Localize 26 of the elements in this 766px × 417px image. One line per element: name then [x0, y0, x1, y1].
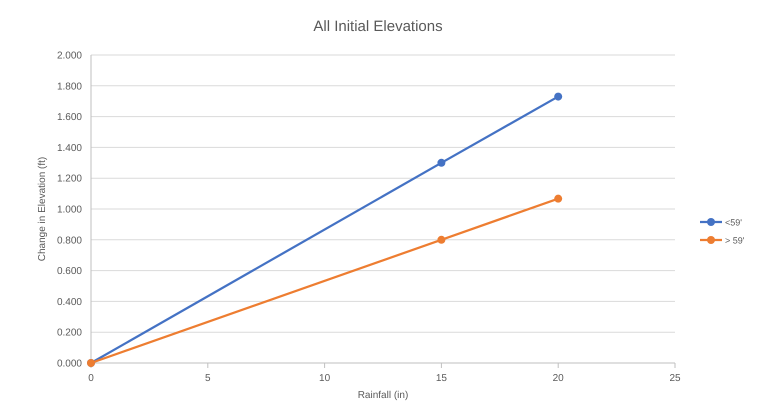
y-tick-label: 0.600 [56, 266, 82, 278]
x-axis-title: Rainfall (in) [358, 390, 408, 401]
y-tick-label: 1.800 [56, 81, 82, 92]
point [437, 158, 446, 167]
y-tick-label: 0.400 [56, 296, 82, 308]
y-tick-label: 0.800 [56, 235, 82, 246]
legend-label: > 59' [725, 236, 745, 246]
x-tick-label: 10 [319, 373, 331, 384]
y-tick-label: 1.000 [56, 204, 82, 216]
y-tick-label: 1.600 [56, 112, 82, 124]
x-tick-label: 15 [436, 373, 448, 384]
legend-label: <59' [725, 218, 742, 228]
y-tick-label: 0.000 [56, 358, 82, 370]
y-axis-title: Change in Elevation (ft) [37, 156, 48, 262]
point [554, 194, 562, 203]
y-tick-label: 1.400 [56, 142, 82, 154]
point [554, 92, 562, 101]
y-tick-label: 0.200 [56, 328, 82, 339]
x-tick-label: 20 [552, 373, 564, 384]
y-tick-label: 1.200 [56, 174, 82, 185]
point [437, 236, 446, 244]
x-tick-label: 5 [205, 373, 212, 384]
y-tick-label: 2.000 [56, 50, 82, 62]
chart-title: All Initial Elevations [313, 18, 443, 35]
x-tick-label: 0 [88, 373, 94, 384]
x-tick-label: 25 [669, 373, 681, 384]
